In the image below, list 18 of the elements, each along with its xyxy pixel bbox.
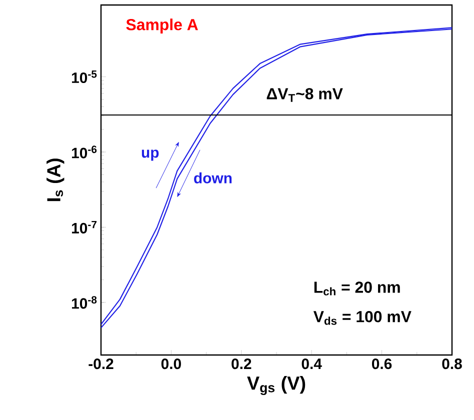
annotation: L$_{ch}$ = 20 nm [314, 282, 400, 296]
x-tick-label: -0.2 [88, 358, 114, 370]
y-tick-label: 10$^{-5}$ [72, 70, 97, 84]
x-tick-label: 0.6 [372, 358, 392, 370]
x-axis-title: V$_{gs}$ (V) [247, 376, 306, 396]
annotation: ΔV$_{T}$~8 mV [266, 88, 343, 102]
y-axis-title: I$_{s}$ (A) [46, 158, 64, 202]
annotation: V$_{ds}$ = 100 mV [313, 311, 412, 325]
y-tick-label: 10$^{-7}$ [72, 220, 97, 234]
x-tick-label: 0.4 [302, 358, 322, 370]
x-tick-label: 0.8 [442, 358, 462, 370]
y-tick-label: 10$^{-8}$ [72, 296, 97, 309]
series-label: up [142, 150, 159, 161]
y-tick-label: 10$^{-6}$ [72, 146, 97, 158]
annotation: Sample A [126, 18, 198, 34]
x-tick-label: 0.0 [161, 358, 181, 370]
series-label: down [194, 172, 232, 184]
x-tick-label: 0.2 [232, 358, 252, 370]
